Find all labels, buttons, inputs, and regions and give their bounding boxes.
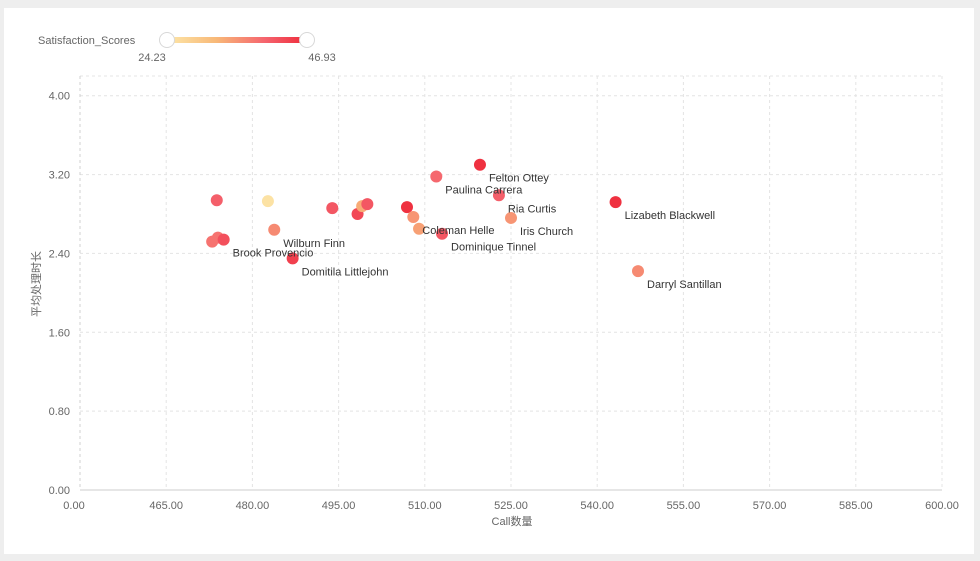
scatter-point[interactable] <box>492 189 505 202</box>
y-tick-label: 0.80 <box>49 406 70 418</box>
scatter-point[interactable] <box>430 170 443 183</box>
x-tick-label: 525.00 <box>494 500 528 512</box>
scatter-point[interactable] <box>505 211 517 224</box>
scatter-point[interactable] <box>407 210 420 223</box>
y-axis-title: 平均处理时长 <box>30 251 43 317</box>
scatter-point[interactable] <box>326 202 339 215</box>
point-label: Lizabeth Blackwell <box>625 210 716 222</box>
y-tick-label: 3.20 <box>49 170 70 182</box>
visual-map-min-label: 24.23 <box>138 52 166 64</box>
y-tick-label: 4.00 <box>49 91 70 103</box>
scatter-point[interactable] <box>210 194 223 207</box>
scatter-point[interactable] <box>400 201 413 214</box>
point-label: Ria Curtis <box>508 203 557 215</box>
x-tick-label: 600.00 <box>925 500 959 512</box>
scatter-point[interactable] <box>632 265 645 278</box>
scatter-point[interactable] <box>261 195 274 208</box>
y-axis-ticks: 0.00 0.80 1.60 2.40 3.20 4.00 <box>49 91 70 497</box>
x-axis-ticks: 0.00 465.00 480.00 495.00 510.00 525.00 540.00… <box>63 500 959 512</box>
visual-map-max-label: 46.93 <box>308 52 336 64</box>
x-tick-label: 495.00 <box>322 500 356 512</box>
x-tick-label: 465.00 <box>149 500 183 512</box>
scatter-chart: Satisfaction_Scores 24.23 46.93 0.00 0.80… <box>30 32 959 528</box>
visual-map-legend: Satisfaction_Scores 24.23 46.93 <box>38 32 336 64</box>
y-tick-label: 1.60 <box>49 327 70 339</box>
axes <box>79 76 942 491</box>
point-label: Darryl Santillan <box>647 279 722 291</box>
scatter-point[interactable] <box>609 196 622 209</box>
y-tick-label: 2.40 <box>49 248 70 260</box>
point-label: Wilburn Finn <box>283 238 345 250</box>
point-label: Felton Ottey <box>489 173 549 185</box>
x-tick-label: 540.00 <box>580 500 614 512</box>
scatter-point[interactable] <box>473 158 486 171</box>
x-tick-label: 480.00 <box>236 500 270 512</box>
chart-card: Satisfaction_Scores 24.23 46.93 0.00 0.80… <box>4 8 974 554</box>
scatter-point[interactable] <box>217 233 230 246</box>
scatter-point[interactable] <box>361 198 374 211</box>
point-label: Iris Church <box>520 226 573 238</box>
scatter-point[interactable] <box>413 222 426 235</box>
scatter-point[interactable] <box>268 223 281 236</box>
data-points <box>206 158 645 278</box>
point-label: Coleman Helle <box>422 225 494 237</box>
visual-map-min-handle[interactable] <box>159 32 175 48</box>
x-tick-label: 0.00 <box>63 500 84 512</box>
grid-lines <box>80 75 943 490</box>
y-tick-label: 0.00 <box>49 485 70 497</box>
x-tick-label: 510.00 <box>408 500 442 512</box>
visual-map-dimension-label: Satisfaction_Scores <box>38 35 136 47</box>
x-tick-label: 585.00 <box>839 500 873 512</box>
scatter-point[interactable] <box>436 227 449 240</box>
point-label: Brook Provencio <box>233 248 314 260</box>
x-axis-title: Call数量 <box>492 515 533 528</box>
visual-map-max-handle[interactable] <box>299 32 315 48</box>
x-tick-label: 555.00 <box>667 500 701 512</box>
x-tick-label: 570.00 <box>753 500 787 512</box>
point-label: Paulina Carrera <box>445 185 523 197</box>
visual-map-gradient-bar[interactable] <box>167 37 307 43</box>
point-label: Domitila Littlejohn <box>302 266 389 278</box>
scatter-point[interactable] <box>286 252 299 265</box>
point-label: Dominique Tinnel <box>451 242 536 254</box>
